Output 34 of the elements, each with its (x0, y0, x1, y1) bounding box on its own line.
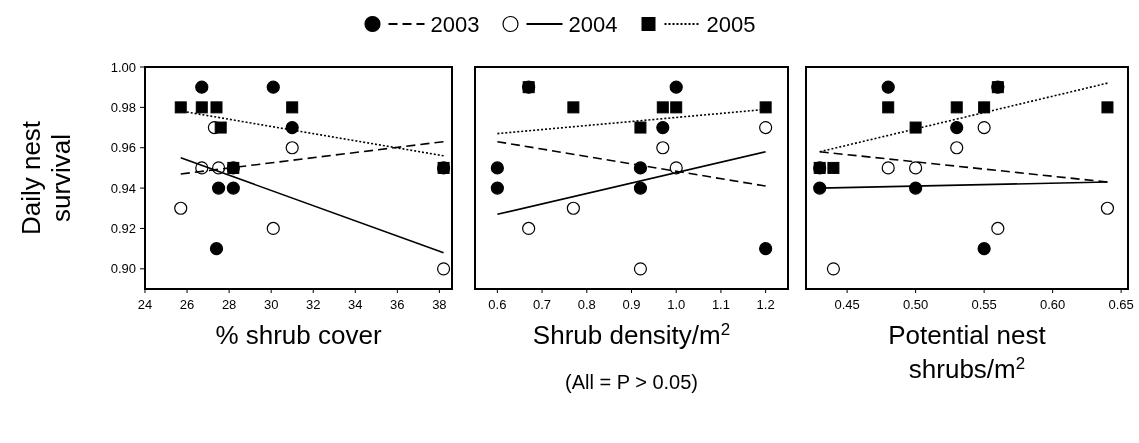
x-tick-label: 1.2 (756, 297, 775, 312)
x-tick-label: 0.9 (622, 297, 641, 312)
x-tick-label: 38 (432, 297, 447, 312)
x-tick-label: 0.45 (834, 297, 860, 312)
x-tick-label: 24 (137, 297, 153, 312)
x-tick-label: 26 (179, 297, 195, 312)
x-tick-label: 34 (348, 297, 363, 312)
x-tick-label: 28 (221, 297, 237, 312)
y-tick-label: 0.96 (110, 140, 136, 156)
y-tick-label: 0.98 (110, 99, 136, 115)
x-tick-label: 0.50 (902, 297, 929, 312)
x-tick-label: 0.60 (1039, 297, 1066, 312)
y-tick-label: 1.00 (110, 59, 136, 75)
x-tick-label: 0.8 (577, 297, 596, 312)
y-tick-label: 0.90 (110, 261, 136, 277)
x-tick-label: 1.1 (711, 297, 730, 312)
x-tick-label: 36 (390, 297, 405, 312)
x-tick-label: 30 (263, 297, 279, 312)
x-tick-label: 0.55 (971, 297, 997, 312)
x-tick-label: 0.7 (533, 297, 552, 312)
x-tick-label: 1.0 (667, 297, 686, 312)
x-tick-label: 0.6 (488, 297, 507, 312)
y-tick-label: 0.92 (110, 220, 136, 236)
legend-label: 2005 (706, 12, 756, 37)
x-tick-label: 32 (305, 297, 321, 312)
x-axis-title: Shrub density/m$^{2}$ (532, 319, 731, 350)
legend-label: 2004 (568, 12, 618, 37)
x-tick-label: 0.65 (1108, 297, 1134, 312)
y-axis-title: Daily nest survival (16, 120, 76, 236)
text: (All = P > 0.05) (564, 371, 699, 393)
y-tick-label: 0.94 (110, 180, 136, 196)
x-axis-title: Potential nest shrubs/m$^{2}$ (888, 320, 1047, 384)
x-axis-title: % shrub cover (215, 320, 382, 350)
legend-label: 2003 (430, 12, 480, 37)
